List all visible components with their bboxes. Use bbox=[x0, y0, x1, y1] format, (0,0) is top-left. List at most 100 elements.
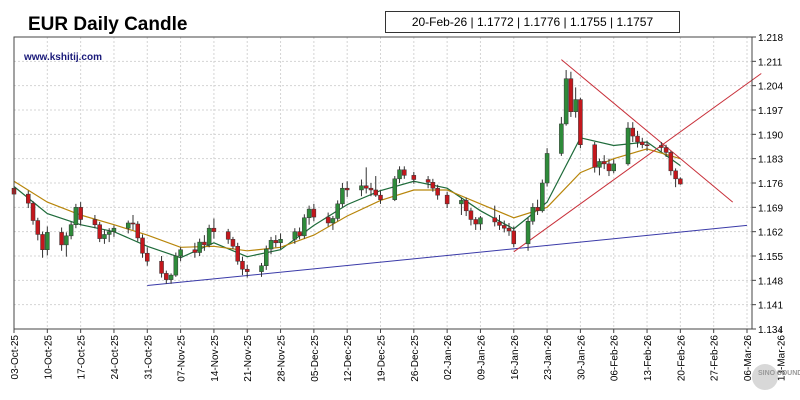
candle-body bbox=[563, 78, 569, 125]
candle-body bbox=[235, 246, 240, 262]
x-tick-label: 19-Dec-25 bbox=[377, 335, 388, 382]
y-tick-label: 1.176 bbox=[758, 179, 783, 190]
candle-body bbox=[402, 169, 407, 176]
candle-body bbox=[530, 207, 536, 222]
candle-body bbox=[206, 227, 212, 246]
candle-body bbox=[659, 145, 664, 148]
candle-body bbox=[278, 239, 283, 244]
candle-body bbox=[59, 232, 64, 246]
candle-body bbox=[573, 99, 578, 112]
candle-body bbox=[625, 127, 631, 165]
candle-body bbox=[601, 161, 607, 165]
x-tick-label: 20-Feb-26 bbox=[676, 335, 687, 382]
candle-body bbox=[173, 255, 179, 276]
candle-body bbox=[125, 222, 131, 229]
candle-body bbox=[311, 208, 317, 218]
y-tick-label: 1.148 bbox=[758, 276, 783, 287]
x-tick-label: 02-Jan-26 bbox=[443, 335, 454, 380]
x-tick-label: 05-Dec-25 bbox=[310, 335, 321, 382]
x-tick-label: 09-Jan-26 bbox=[476, 335, 487, 380]
x-tick-label: 24-Oct-25 bbox=[110, 335, 121, 380]
candle-body bbox=[544, 153, 550, 184]
candle-body bbox=[359, 185, 364, 191]
candle-body bbox=[192, 249, 198, 253]
candle-body bbox=[411, 175, 417, 180]
candle-body bbox=[497, 221, 502, 226]
x-tick-label: 10-Oct-25 bbox=[43, 335, 54, 380]
candle-body bbox=[225, 231, 231, 240]
candle-body bbox=[145, 252, 150, 262]
moving-average-line bbox=[13, 148, 681, 252]
watermark-circle bbox=[752, 364, 778, 390]
candle-body bbox=[392, 178, 398, 200]
candle-body bbox=[335, 203, 340, 219]
y-tick-label: 1.141 bbox=[758, 301, 783, 312]
candle-body bbox=[273, 240, 279, 244]
candle-body bbox=[64, 235, 69, 246]
candle-body bbox=[135, 223, 141, 239]
candle-body bbox=[644, 144, 650, 147]
candle-body bbox=[264, 248, 269, 266]
candle-body bbox=[592, 144, 597, 168]
candle-body bbox=[425, 179, 431, 183]
x-tick-label: 17-Oct-25 bbox=[77, 335, 88, 380]
x-tick-label: 07-Nov-25 bbox=[177, 335, 188, 382]
candle-body bbox=[330, 218, 336, 224]
y-tick-label: 1.155 bbox=[758, 252, 783, 263]
candle-body bbox=[45, 232, 50, 250]
candle-body bbox=[106, 231, 112, 235]
candle-body bbox=[663, 147, 669, 153]
candle-body bbox=[340, 187, 345, 205]
y-tick-label: 1.218 bbox=[758, 33, 783, 44]
candle-body bbox=[325, 216, 331, 224]
candle-body bbox=[164, 273, 169, 280]
y-tick-label: 1.134 bbox=[758, 325, 783, 336]
candle-body bbox=[511, 230, 517, 245]
candle-body bbox=[578, 99, 583, 146]
candle-body bbox=[525, 220, 531, 245]
candle-body bbox=[606, 163, 612, 172]
x-tick-label: 23-Jan-26 bbox=[543, 335, 554, 380]
y-tick-label: 1.169 bbox=[758, 203, 783, 214]
grid-lines bbox=[13, 36, 752, 330]
candle-body bbox=[630, 127, 636, 137]
indicator-lines bbox=[13, 59, 762, 287]
x-tick-label: 16-Jan-26 bbox=[510, 335, 521, 380]
x-tick-label: 13-Mar-26 bbox=[776, 335, 787, 382]
candle-body bbox=[102, 234, 107, 239]
candle-body bbox=[344, 187, 350, 191]
candle-body bbox=[111, 227, 117, 232]
candle-body bbox=[673, 170, 678, 180]
y-tick-label: 1.204 bbox=[758, 82, 783, 93]
candle-body bbox=[292, 231, 298, 240]
candle-body bbox=[368, 187, 374, 191]
candle-body bbox=[502, 225, 507, 229]
chart-title: EUR Daily Candle bbox=[28, 14, 188, 35]
candle-body bbox=[35, 220, 41, 235]
y-tick-label: 1.162 bbox=[758, 228, 783, 239]
candle-body bbox=[197, 241, 202, 253]
x-tick-label: 12-Dec-25 bbox=[343, 335, 354, 382]
x-axis: 03-Oct-25 10-Oct-25 17-Oct-25 24-Oct-25 31-O… bbox=[10, 329, 787, 382]
candle-body bbox=[211, 227, 217, 232]
y-tick-label: 1.190 bbox=[758, 130, 783, 141]
candle-body bbox=[478, 217, 483, 225]
x-tick-label: 26-Dec-25 bbox=[410, 335, 421, 382]
y-tick-label: 1.183 bbox=[758, 155, 783, 166]
website-label: www.kshitij.com bbox=[24, 52, 102, 63]
candle-body bbox=[168, 274, 174, 280]
candle-body bbox=[302, 217, 307, 237]
candle-body bbox=[535, 207, 540, 212]
candle-body bbox=[244, 268, 250, 272]
candle-body bbox=[468, 210, 474, 220]
y-tick-label: 1.211 bbox=[758, 57, 783, 68]
candle-body bbox=[373, 189, 378, 196]
candle-body bbox=[306, 208, 312, 219]
trendline bbox=[513, 73, 762, 253]
x-tick-label: 14-Nov-25 bbox=[210, 335, 221, 382]
candle-body bbox=[668, 152, 674, 172]
x-tick-label: 30-Jan-26 bbox=[576, 335, 587, 380]
watermark-logo: SINO SOUND bbox=[752, 362, 800, 394]
candle-body bbox=[30, 202, 36, 221]
candle-body bbox=[297, 231, 302, 237]
